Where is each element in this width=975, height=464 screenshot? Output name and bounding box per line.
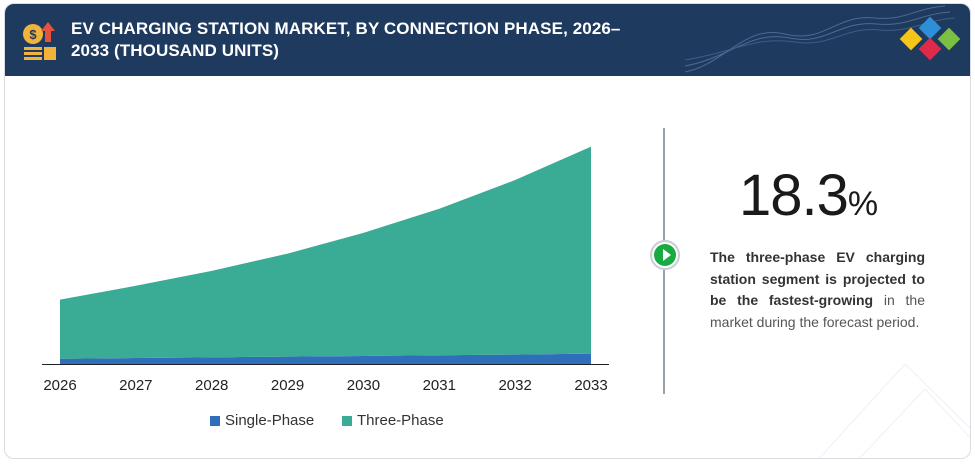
- header-banner: $ EV CHARGING STATION MARKET, BY CONNECT…: [5, 4, 970, 76]
- x-tick-label-2032: 2032: [498, 377, 531, 394]
- x-tick-label-2030: 2030: [347, 377, 380, 394]
- stacked-area-chart: 2026 2027 2028 2029 2030 2031 2032 2033: [42, 146, 609, 394]
- highlight-description: The three-phase EV charging station segm…: [710, 247, 925, 333]
- background-triangle-decoration: [818, 363, 970, 458]
- x-tick-label-2028: 2028: [195, 377, 228, 394]
- x-tick-label-2031: 2031: [423, 377, 456, 394]
- diamond-logo: [899, 16, 961, 61]
- infographic-card: $ EV CHARGING STATION MARKET, BY CONNECT…: [4, 3, 971, 459]
- chart-legend: Single-Phase Three-Phase: [5, 412, 655, 432]
- cagr-number: 18.3: [739, 163, 849, 228]
- x-tick-label-2026: 2026: [43, 377, 76, 394]
- legend-swatch-three-phase: [342, 415, 352, 426]
- cagr-unit: %: [847, 185, 879, 223]
- play-icon: [654, 244, 676, 266]
- play-button[interactable]: [650, 240, 680, 270]
- highlight-bold-text: The three-phase EV charging station segm…: [710, 249, 925, 308]
- svg-text:$: $: [29, 27, 37, 42]
- legend-item-single-phase: Single-Phase: [210, 412, 314, 429]
- legend-swatch-single-phase: [210, 415, 220, 426]
- x-tick-label-2033: 2033: [574, 377, 607, 394]
- x-tick-label-2027: 2027: [119, 377, 152, 394]
- legend-label-single-phase: Single-Phase: [225, 412, 315, 429]
- area-series-single-phase: [60, 353, 591, 364]
- chart-title: EV CHARGING STATION MARKET, BY CONNECTIO…: [71, 19, 621, 60]
- highlight-normal-text: in the market during the forecast period…: [710, 292, 925, 330]
- legend-label-three-phase: Three-Phase: [357, 412, 444, 429]
- legend-item-three-phase: Three-Phase: [342, 412, 444, 429]
- cagr-value: 18.3%: [739, 166, 878, 234]
- money-growth-icon: $: [23, 22, 56, 60]
- header-wave-decoration: [685, 5, 961, 73]
- area-series-three-phase: [60, 146, 591, 359]
- x-tick-label-2029: 2029: [271, 377, 304, 394]
